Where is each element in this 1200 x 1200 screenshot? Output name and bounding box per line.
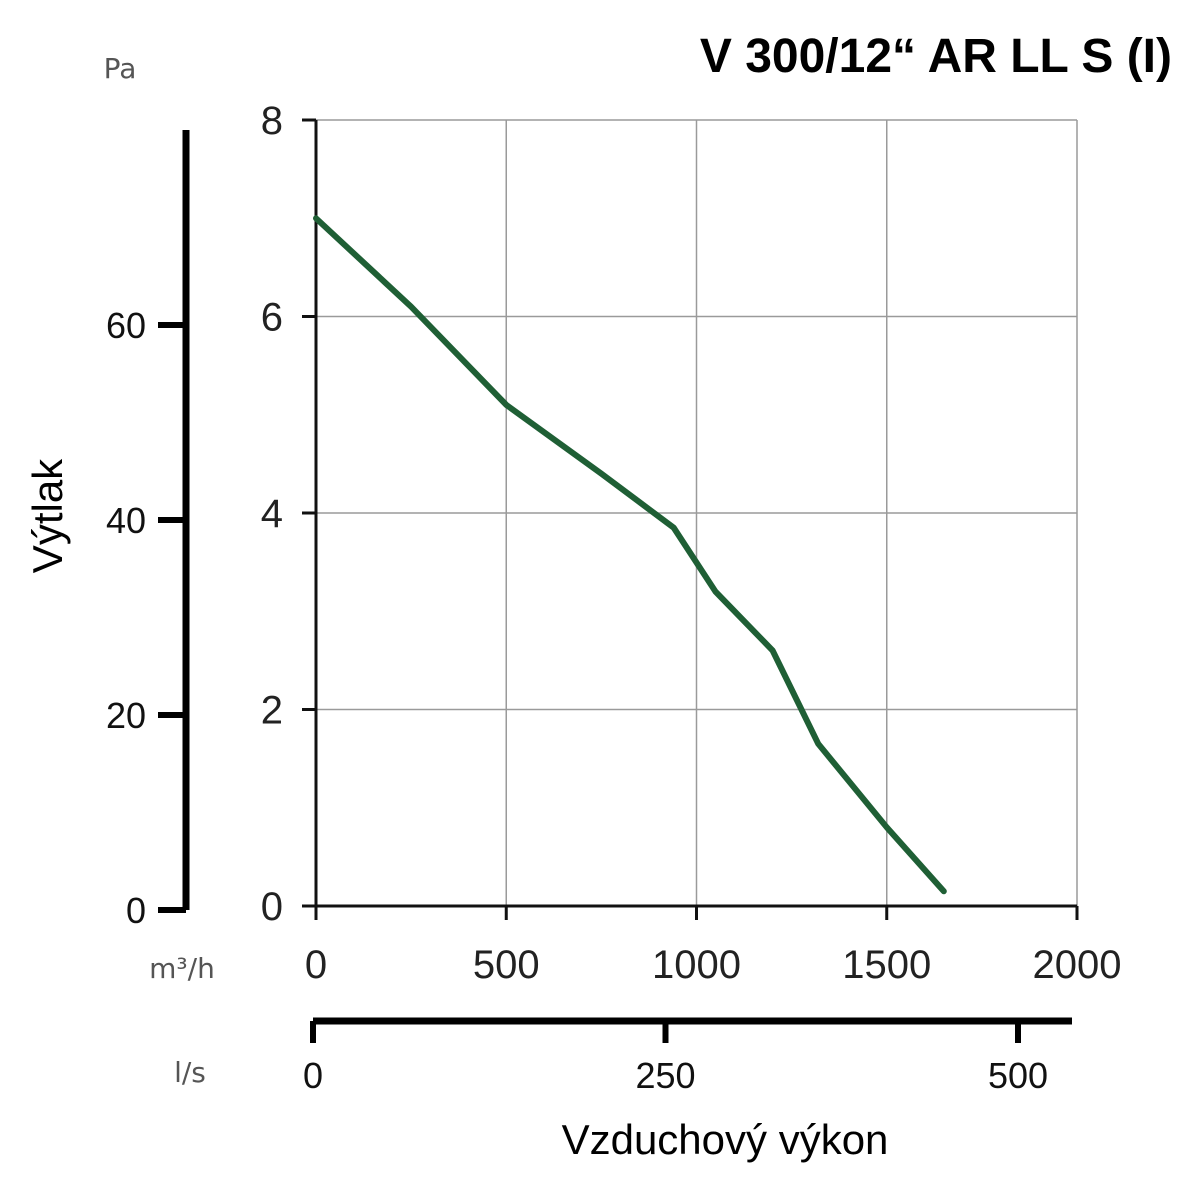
chart-title: V 300/12“ AR LL S (I) [700, 30, 1172, 83]
y-tick-label: 2 [261, 689, 283, 733]
y-tick-label: 0 [261, 885, 283, 929]
x-tick-label: 500 [473, 943, 540, 987]
y-tick-label: 4 [261, 492, 283, 536]
y-secondary-tick-label: 40 [106, 500, 146, 541]
y-tick-label: 6 [261, 296, 283, 340]
x-tick-label: 1000 [652, 943, 741, 987]
series-line [313, 215, 947, 895]
y-axis-label: Výtlak [24, 458, 71, 573]
x-secondary-unit: l/s [174, 1056, 206, 1089]
x-primary-unit: m³/h [149, 952, 215, 985]
x-secondary-tick-label: 500 [988, 1055, 1048, 1096]
x-axis-label: Vzduchový výkon [562, 1116, 889, 1163]
tick-labels: 0 500 1000 1500 2000 0 2 4 6 8 [261, 99, 1122, 987]
y-secondary-tick-label: 20 [106, 695, 146, 736]
axes [302, 118, 1079, 920]
y-tick-label: 8 [261, 99, 283, 143]
x-tick-label: 1500 [842, 943, 931, 987]
x-tick-label: 0 [305, 943, 327, 987]
x-secondary-tick-label: 250 [635, 1055, 695, 1096]
x-tick-label: 2000 [1033, 943, 1122, 987]
x-secondary-tick-label: 0 [303, 1055, 323, 1096]
y-secondary-unit: Pa [104, 52, 137, 85]
series-layer [313, 215, 947, 895]
grid [316, 119, 1078, 906]
y-secondary-tick-label: 0 [126, 890, 146, 931]
y-secondary-tick-label: 60 [106, 305, 146, 346]
